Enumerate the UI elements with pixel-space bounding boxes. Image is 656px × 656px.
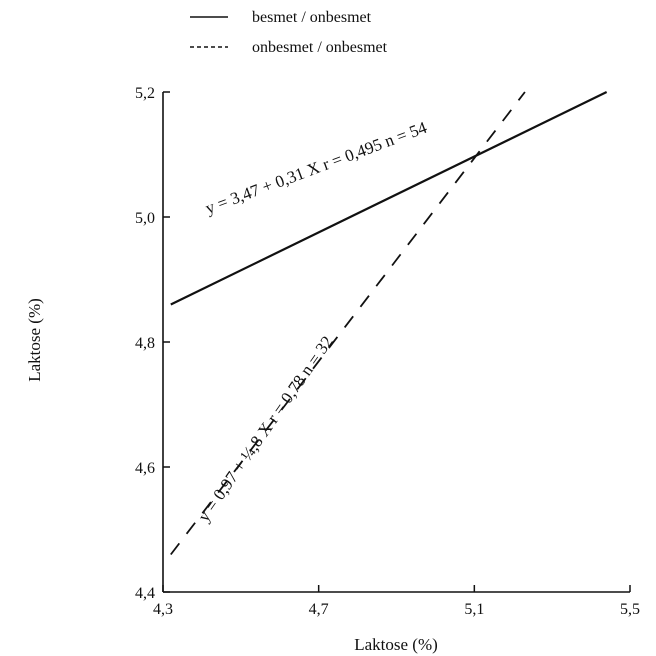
x-tick-label: 4,7	[309, 601, 329, 618]
axes	[162, 92, 630, 593]
y-tick-label: 4,4	[135, 585, 155, 602]
x-ticks: 4,3 4,7 5,1 5,5	[153, 585, 640, 618]
x-axis-label: Laktose (%)	[354, 635, 438, 654]
y-ticks: 4,4 4,6 4,8 5,0 5,2	[135, 85, 170, 602]
x-tick-label: 4,3	[153, 601, 173, 618]
series-line-besmet	[170, 91, 608, 306]
x-tick-label: 5,5	[620, 601, 640, 618]
series-line-onbesmet	[170, 91, 526, 556]
legend-label-series-1: onbesmet / onbesmet	[252, 39, 388, 56]
y-tick-label: 5,2	[135, 85, 155, 102]
legend-label-series-0: besmet / onbesmet	[252, 9, 372, 26]
annotation-series-0: y = 3,47 + 0,31 X r = 0,495 n = 54	[203, 118, 430, 218]
x-tick-label: 5,1	[464, 601, 484, 618]
y-tick-label: 5,0	[135, 210, 155, 227]
annotation-series-1: y = 0,97 + ¼,8 X r = 0,78 n = 32	[194, 332, 337, 525]
y-tick-label: 4,6	[135, 460, 155, 477]
y-axis-label: Laktose (%)	[25, 298, 44, 382]
y-tick-label: 4,8	[135, 335, 155, 352]
legend: besmet / onbesmet onbesmet / onbesmet	[190, 9, 388, 56]
